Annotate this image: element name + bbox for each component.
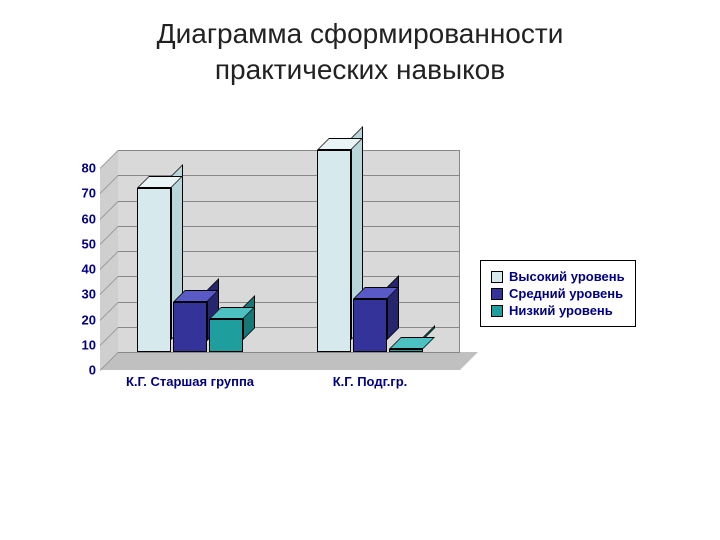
y-tick: 50	[82, 236, 96, 251]
legend-swatch-0	[491, 271, 503, 283]
legend-item-0: Высокий уровень	[491, 269, 625, 284]
legend-label-1: Средний уровень	[509, 286, 623, 301]
y-tick: 30	[82, 287, 96, 302]
bar	[317, 150, 351, 352]
bars-layer	[100, 150, 460, 370]
legend-swatch-1	[491, 288, 503, 300]
y-tick: 20	[82, 312, 96, 327]
x-label-1: К.Г. Подг.гр.	[280, 374, 460, 390]
x-label-0: К.Г. Старшая группа	[100, 374, 280, 390]
bar	[209, 319, 243, 352]
bar	[173, 302, 207, 353]
y-tick: 60	[82, 211, 96, 226]
y-tick: 80	[82, 161, 96, 176]
legend-label-2: Низкий уровень	[509, 303, 613, 318]
y-tick: 40	[82, 262, 96, 277]
bar	[389, 349, 423, 352]
y-tick: 0	[89, 363, 96, 378]
legend-item-1: Средний уровень	[491, 286, 625, 301]
bar	[137, 188, 171, 352]
y-axis: 01020304050607080	[60, 150, 100, 370]
chart-title: Диаграмма сформированности практических …	[0, 0, 720, 89]
legend: Высокий уровень Средний уровень Низкий у…	[480, 260, 636, 327]
legend-label-0: Высокий уровень	[509, 269, 625, 284]
x-axis-labels: К.Г. Старшая группа К.Г. Подг.гр.	[100, 374, 460, 390]
bar-chart: 0 10 20 30 40 50 60 70 80 К.Г. Старшая группа К.…	[60, 150, 460, 420]
legend-swatch-2	[491, 305, 503, 317]
title-line-2: практических навыков	[215, 54, 505, 85]
y-tick: 10	[82, 337, 96, 352]
title-line-1: Диаграмма сформированности	[157, 18, 564, 49]
y-tick: 70	[82, 186, 96, 201]
bar	[353, 299, 387, 352]
legend-item-2: Низкий уровень	[491, 303, 625, 318]
